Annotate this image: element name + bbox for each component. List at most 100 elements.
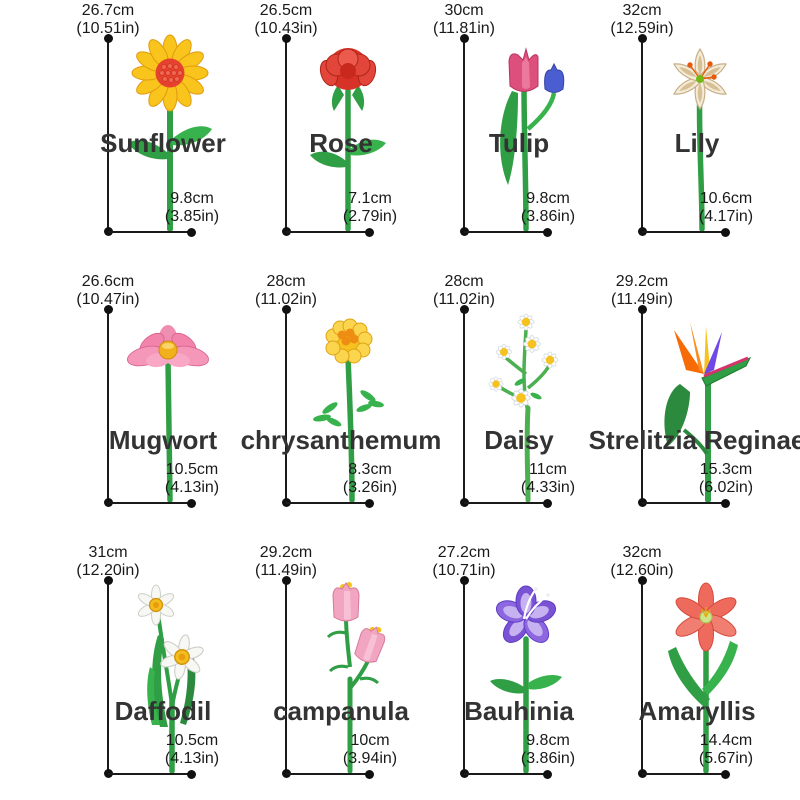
height-dimension-line (281, 576, 291, 778)
height-dimension-label: 30cm (11.81in) (408, 2, 520, 38)
amaryllis-illustration (668, 582, 738, 774)
flower-name: Amaryllis (638, 696, 756, 726)
height-cm: 29.2cm (615, 273, 669, 290)
flower-card-amaryllis: 32cm (12.60in) Amaryllis 14. (586, 544, 764, 800)
height-dimension-label: 29.2cm (11.49in) (230, 544, 342, 580)
height-dimension-line (637, 305, 647, 507)
flower-card-mugwort: 26.6cm (10.47in) Mugwort 10.5cm (4.13in) (52, 273, 230, 544)
width-dimension-line (108, 769, 196, 779)
height-in: (12.20in) (76, 562, 140, 580)
width-cm: 9.8cm (170, 190, 214, 207)
width-cm: 10cm (350, 732, 390, 749)
width-cm: 14.4cm (699, 732, 753, 749)
flower-name: Daffodil (114, 696, 212, 726)
daffodil-illustration (137, 584, 204, 774)
height-dimension-label: 32cm (12.59in) (586, 2, 698, 38)
height-dimension-line (637, 34, 647, 236)
height-dimension-label: 26.6cm (10.47in) (52, 273, 164, 309)
chrysanthemum-illustration (313, 318, 384, 503)
height-dimension-label: 31cm (12.20in) (52, 544, 164, 580)
height-dimension-line (281, 34, 291, 236)
height-cm: 31cm (88, 544, 128, 561)
width-dimension-label: 9.8cm (3.86in) (492, 190, 604, 226)
width-cm: 7.1cm (348, 190, 392, 207)
width-in: (2.79in) (342, 208, 398, 226)
flower-card-chrysanthemum: 28cm (11.02in) chrysanthemum (230, 273, 441, 544)
width-dimension-line (286, 769, 374, 779)
width-dimension-line (286, 498, 374, 508)
height-in: (11.49in) (611, 291, 673, 309)
height-cm: 32cm (622, 2, 662, 19)
width-dimension-label: 11cm (4.33in) (492, 461, 604, 497)
width-cm: 8.3cm (348, 461, 392, 478)
flower-name: Rose (309, 128, 373, 158)
bauhinia-illustration (490, 585, 562, 774)
flower-card-sunflower: 26.7cm (10.51in) Sunflower 9.8cm (3.85in… (52, 2, 230, 273)
height-in: (10.47in) (76, 291, 140, 309)
flower-card-campanula: 29.2cm (11.49in) camp (230, 544, 409, 800)
height-dimension-label: 32cm (12.60in) (586, 544, 698, 580)
height-dimension-line (103, 305, 113, 507)
mugwort-illustration (127, 325, 209, 503)
flower-card-tulip: 30cm (11.81in) Tulip 9.8cm (3.86in) (408, 2, 586, 273)
width-dimension-label: 9.8cm (3.85in) (136, 190, 248, 226)
width-in: (3.26in) (342, 479, 398, 497)
width-cm: 10.5cm (165, 732, 219, 749)
width-cm: 9.8cm (526, 732, 570, 749)
height-cm: 26.7cm (81, 2, 135, 19)
width-dimension-line (642, 227, 730, 237)
width-dimension-label: 10.5cm (4.13in) (136, 732, 248, 768)
width-dimension-label: 14.4cm (5.67in) (670, 732, 782, 768)
flower-name: Lily (674, 128, 720, 158)
width-in: (6.02in) (698, 479, 754, 497)
width-dimension-label: 9.8cm (3.86in) (492, 732, 604, 768)
strelitzia-illustration (664, 322, 752, 503)
width-dimension-label: 15.3cm (6.02in) (670, 461, 782, 497)
flower-card-bauhinia: 27.2cm (10.71in) Bauhinia 9.8cm (408, 544, 586, 800)
sunflower-illustration (128, 34, 212, 232)
height-dimension-label: 28cm (11.02in) (230, 273, 342, 309)
height-dimension-line (103, 576, 113, 778)
width-in: (4.13in) (164, 479, 220, 497)
rose-illustration (310, 48, 386, 232)
height-cm: 29.2cm (259, 544, 313, 561)
height-in: (12.60in) (610, 562, 674, 580)
width-cm: 10.5cm (165, 461, 219, 478)
width-dimension-label: 10.6cm (4.17in) (670, 190, 782, 226)
width-in: (3.85in) (164, 208, 220, 226)
flower-card-rose: 26.5cm (10.43in) Rose 7.1cm (2.79in) (230, 2, 408, 273)
width-in: (4.13in) (164, 750, 220, 768)
height-in: (11.02in) (433, 291, 495, 309)
flower-name: Daisy (484, 425, 554, 455)
width-in: (3.86in) (520, 750, 576, 768)
height-in: (11.49in) (255, 562, 317, 580)
width-dimension-line (464, 498, 552, 508)
tulip-illustration (500, 47, 565, 232)
width-cm: 10.6cm (699, 190, 753, 207)
height-cm: 27.2cm (437, 544, 491, 561)
width-in: (5.67in) (698, 750, 754, 768)
width-dimension-label: 10cm (3.94in) (314, 732, 426, 768)
campanula-illustration (326, 582, 386, 774)
height-cm: 26.6cm (81, 273, 135, 290)
width-in: (3.94in) (342, 750, 398, 768)
width-dimension-line (464, 769, 552, 779)
width-cm: 15.3cm (699, 461, 753, 478)
daisy-illustration (488, 313, 559, 503)
flower-card-lily: 32cm (12.59in) Lily 10.6cm (586, 2, 764, 273)
flower-card-daffodil: 31cm (12.20in) Daffodil 10.5cm (4.13in) (52, 544, 230, 800)
width-dimension-line (108, 498, 196, 508)
height-in: (10.43in) (254, 20, 318, 38)
flower-name: Strelitzia Reginae (588, 425, 800, 455)
width-dimension-line (642, 498, 730, 508)
lily-illustration (673, 47, 727, 232)
height-in: (12.59in) (610, 20, 674, 38)
flower-name: Tulip (488, 128, 550, 158)
height-cm: 30cm (444, 2, 484, 19)
height-dimension-label: 29.2cm (11.49in) (586, 273, 698, 309)
height-dimension-line (459, 34, 469, 236)
width-dimension-line (642, 769, 730, 779)
width-dimension-line (464, 227, 552, 237)
